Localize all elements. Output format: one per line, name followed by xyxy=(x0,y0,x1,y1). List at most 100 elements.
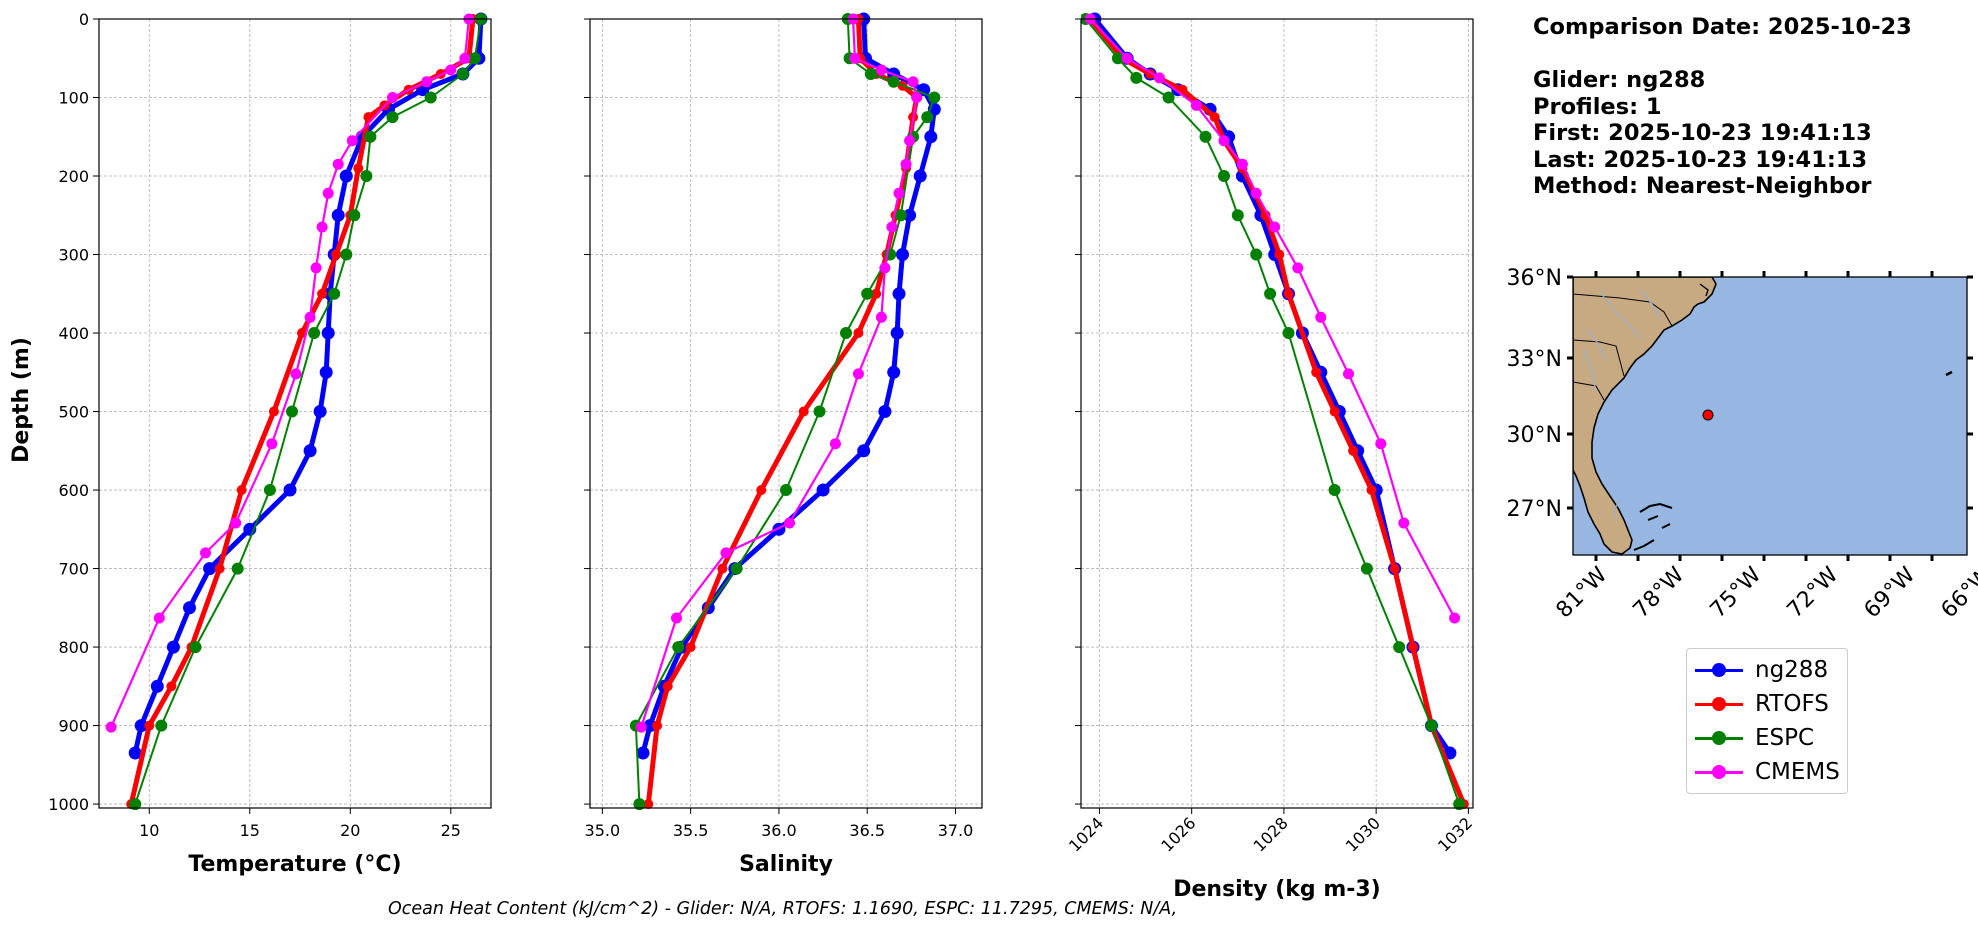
data-point-ng288 xyxy=(166,640,180,654)
x-tick-label: 1028 xyxy=(1250,813,1292,855)
series-line-cmems xyxy=(1089,17,1456,620)
map-island xyxy=(1945,370,1953,377)
data-point-espc xyxy=(308,327,321,339)
map-land xyxy=(1573,277,1717,555)
data-point-cmems xyxy=(1153,72,1165,84)
data-point-rtofs xyxy=(1209,112,1220,123)
data-point-espc xyxy=(286,405,298,418)
legend-item-ng288: ng288 xyxy=(1695,655,1828,685)
legend-item-rtofs: RTOFS xyxy=(1695,689,1829,719)
data-point-rtofs xyxy=(353,163,364,174)
data-point-cmems xyxy=(875,311,887,323)
data-point-cmems xyxy=(1218,135,1230,147)
data-point-cmems xyxy=(332,158,344,170)
x-axis-label: Density (kg m-3) xyxy=(1173,877,1381,902)
data-point-cmems xyxy=(907,76,919,88)
map-lat-label: 30°N xyxy=(1507,423,1562,448)
data-point-ng288 xyxy=(878,405,892,418)
data-point-espc xyxy=(468,52,481,65)
x-tick-label: 36.0 xyxy=(761,821,797,840)
data-point-cmems xyxy=(290,368,302,380)
data-point-espc xyxy=(861,287,874,300)
data-point-ng288 xyxy=(636,746,650,760)
legend-swatch xyxy=(1695,689,1743,719)
data-point-espc xyxy=(155,719,168,732)
data-point-ng288 xyxy=(896,248,909,261)
data-point-espc xyxy=(1393,641,1406,654)
data-point-cmems xyxy=(316,221,328,233)
data-point-rtofs xyxy=(1366,485,1377,495)
comparison-info: Comparison Date: 2025-10-23 Glider: ng28… xyxy=(1533,14,1912,200)
data-point-rtofs xyxy=(871,288,882,299)
data-point-ng288 xyxy=(283,483,297,497)
series-group xyxy=(629,12,941,811)
data-point-cmems xyxy=(459,52,471,64)
data-point-ng288 xyxy=(643,719,657,733)
legend-label: CMEMS xyxy=(1755,759,1840,785)
data-point-ng288 xyxy=(903,208,917,222)
series-group xyxy=(105,12,488,811)
data-point-espc xyxy=(1425,719,1438,732)
comparison-date: Comparison Date: 2025-10-23 xyxy=(1533,14,1912,40)
y-tick-label: 700 xyxy=(58,560,89,579)
data-point-cmems xyxy=(875,64,887,76)
data-point-rtofs xyxy=(1348,445,1359,456)
data-point-rtofs xyxy=(853,328,864,338)
data-point-cmems xyxy=(784,517,795,529)
data-point-rtofs xyxy=(1274,249,1285,260)
depth-axis-label: Depth (m) xyxy=(9,337,34,463)
data-point-cmems xyxy=(421,76,433,88)
data-point-ng288 xyxy=(303,444,317,458)
x-tick-label: 20 xyxy=(340,821,360,840)
map-frame xyxy=(1572,276,1968,556)
data-point-espc xyxy=(456,68,469,80)
data-point-cmems xyxy=(445,64,457,76)
glider-location-marker xyxy=(1702,409,1714,421)
data-point-cmems xyxy=(1269,221,1281,233)
map-lon-label: 75°W xyxy=(1706,562,1767,623)
map-lat-label: 36°N xyxy=(1507,266,1562,291)
legend: ng288 RTOFS ESPC CMEMS xyxy=(1686,648,1848,794)
data-point-rtofs xyxy=(144,720,155,731)
data-point-espc xyxy=(364,130,377,143)
data-point-ng288 xyxy=(857,444,871,458)
y-tick-label: 800 xyxy=(58,638,89,657)
y-tick-label: 400 xyxy=(58,324,89,343)
data-point-ng288 xyxy=(313,405,327,418)
data-point-cmems xyxy=(322,187,334,199)
map-lon-label: 69°W xyxy=(1860,562,1921,623)
data-point-cmems xyxy=(1121,52,1133,64)
data-point-cmems xyxy=(387,92,398,103)
data-point-cmems xyxy=(849,52,861,64)
y-tick-label: 200 xyxy=(58,167,89,186)
data-point-espc xyxy=(921,111,934,124)
x-tick-label: 25 xyxy=(441,821,461,840)
map-lat-label: 33°N xyxy=(1507,347,1562,372)
data-point-rtofs xyxy=(1311,367,1322,378)
map-lon-label: 78°W xyxy=(1629,562,1690,623)
salinity-panel: 35.0 35.5 36.0 36.5 37.0 Salinity xyxy=(584,12,983,877)
legend-label: RTOFS xyxy=(1755,691,1829,717)
y-tick-label: 600 xyxy=(58,481,89,500)
data-point-cmems xyxy=(105,721,117,733)
legend-label: ESPC xyxy=(1755,725,1815,751)
data-point-ng288 xyxy=(339,169,353,183)
data-point-ng288 xyxy=(183,601,196,615)
data-point-espc xyxy=(633,798,646,811)
data-point-cmems xyxy=(266,438,278,450)
x-tick-label: 1024 xyxy=(1065,813,1107,855)
series-line-ng288 xyxy=(132,16,484,756)
data-point-cmems xyxy=(852,368,864,380)
data-point-espc xyxy=(780,484,792,496)
y-tick-label: 500 xyxy=(58,403,89,422)
data-point-ng288 xyxy=(331,208,345,222)
legend-item-espc: ESPC xyxy=(1695,723,1814,753)
data-point-cmems xyxy=(1190,99,1202,111)
data-point-espc xyxy=(928,91,941,104)
y-tick-label: 0 xyxy=(79,10,89,29)
data-point-rtofs xyxy=(717,563,728,574)
data-point-espc xyxy=(672,641,685,654)
x-axis-label: Salinity xyxy=(739,852,833,877)
data-point-cmems xyxy=(635,721,647,733)
y-tick-label: 900 xyxy=(58,717,89,736)
